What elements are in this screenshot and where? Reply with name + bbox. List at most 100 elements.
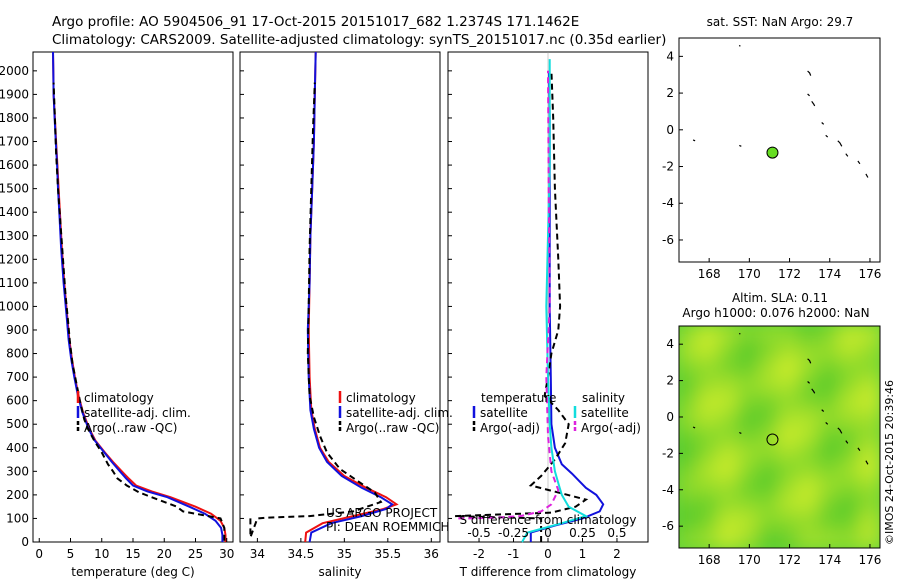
sla-cell — [837, 358, 862, 380]
depth-tick-label: 1500 — [0, 182, 29, 196]
diff-legend-temperature-header: temperature — [481, 391, 556, 405]
salinity-panel: 34 34.5 35 35.5 36 salinity climatologysatelli… — [239, 51, 453, 579]
sla-cell — [717, 358, 742, 380]
sla-cell — [857, 409, 880, 431]
sla-cell — [817, 528, 842, 548]
depth-tick-label: 1700 — [0, 135, 29, 149]
island-coast — [825, 421, 829, 425]
island-coast — [692, 426, 696, 429]
depth-tick-label: 0 — [21, 535, 29, 549]
salinity-xlabel: salinity — [318, 565, 361, 579]
depth-tick-label: 700 — [6, 370, 29, 384]
sla-cell — [797, 477, 822, 499]
temperature-plot-frame — [32, 51, 234, 543]
island-coast — [739, 431, 742, 434]
sla-cell — [737, 375, 762, 397]
map-lat-label: -2 — [662, 446, 674, 460]
sla-cell — [797, 341, 822, 363]
sla-cell — [857, 477, 880, 499]
title-line-2: Climatology: CARS2009. Satellite-adjuste… — [52, 32, 666, 48]
sla-cell — [737, 358, 762, 380]
sla-cell — [817, 460, 842, 482]
depth-tick-label: 600 — [6, 394, 29, 408]
sla-cell — [737, 494, 762, 516]
sla-cell — [817, 409, 842, 431]
sla-cell — [777, 409, 802, 431]
sla-cell — [817, 511, 842, 533]
sla-cell — [857, 494, 880, 516]
sla-cell — [837, 341, 862, 363]
sla-cell — [679, 375, 702, 397]
salinity-series-1 — [306, 51, 394, 543]
salinity-x-tick-label: 34.5 — [288, 547, 315, 561]
sla-cell — [679, 326, 702, 346]
sla-cell — [777, 358, 802, 380]
diff-legend-sal-argo-label: Argo(-adj) — [581, 421, 641, 435]
map-lon-label: 174 — [818, 553, 841, 567]
temperature-x-tick-label: 25 — [188, 547, 203, 561]
sla-cell — [679, 443, 702, 465]
depth-tick-label: 1600 — [0, 158, 29, 172]
sla-cell — [757, 511, 782, 533]
sla-cell — [797, 426, 822, 448]
sla-cell — [737, 477, 762, 499]
sla-cell — [697, 358, 722, 380]
depth-tick-label: 300 — [6, 464, 29, 478]
salinity-series-2 — [249, 82, 383, 538]
sla-cell — [757, 443, 782, 465]
map-lat-label: 4 — [666, 337, 674, 351]
sla-cell — [857, 426, 880, 448]
salinity-series-0 — [304, 51, 399, 543]
temperature-x-tick-label: 20 — [157, 547, 172, 561]
sla-cell — [857, 392, 880, 414]
sla-map-title-1: Altim. SLA: 0.11 — [732, 291, 828, 305]
sla-cell — [837, 409, 862, 431]
float-position-marker — [766, 433, 779, 446]
difference-panel: -2 -1 0 1 2 -0.5 -0.25 0 0.25 0.5S difference fro… — [447, 51, 649, 579]
depth-tick-label: 1200 — [0, 252, 29, 266]
sla-cell — [817, 375, 842, 397]
sla-cell — [837, 426, 862, 448]
sla-cell — [717, 426, 742, 448]
map-lat-label: -4 — [662, 196, 674, 210]
temperature-legend-2-label: Argo(..raw -QC) — [84, 421, 177, 435]
depth-tick-label: 900 — [6, 323, 29, 337]
sla-cell — [857, 341, 880, 363]
credit-project: US ARGO PROJECT — [326, 506, 438, 520]
map-lon-label: 174 — [818, 267, 841, 281]
temperature-x-tick-label: 15 — [125, 547, 140, 561]
sla-map-title-2: Argo h1000: 0.076 h2000: NaN — [682, 306, 869, 320]
sla-cell — [697, 426, 722, 448]
sla-cell — [717, 443, 742, 465]
map-frame-4 — [678, 325, 881, 549]
island-coast — [821, 409, 825, 412]
island-coast — [807, 70, 812, 76]
temperature-legend-0-label: climatology — [84, 391, 154, 405]
island-coast — [738, 44, 741, 47]
map-lon-label: 176 — [858, 267, 881, 281]
sla-cell — [777, 511, 802, 533]
sla-cell — [797, 460, 822, 482]
sla-cell — [757, 494, 782, 516]
diff-x-tick-label: 1 — [579, 547, 587, 561]
sla-cell — [717, 494, 742, 516]
sla-cell — [757, 477, 782, 499]
map-lat-label: 2 — [666, 374, 674, 388]
sla-cell — [837, 375, 862, 397]
s-diff-tick-label: 0.5 — [607, 526, 626, 540]
sla-cell — [757, 341, 782, 363]
sla-cell — [697, 460, 722, 482]
temperature-x-tick-label: 30 — [219, 547, 234, 561]
sla-cell — [737, 326, 762, 346]
depth-tick-label: 1300 — [0, 229, 29, 243]
salinity-plot-frame — [239, 51, 441, 543]
sla-cell — [857, 375, 880, 397]
diff-x-tick-label: 2 — [613, 547, 621, 561]
s-diff-tick-label: 0.25 — [569, 526, 596, 540]
sla-cell — [777, 392, 802, 414]
depth-tick-label: 400 — [6, 441, 29, 455]
difference-series-3 — [458, 70, 560, 520]
sla-cell — [679, 460, 702, 482]
sla-cell — [697, 326, 722, 346]
